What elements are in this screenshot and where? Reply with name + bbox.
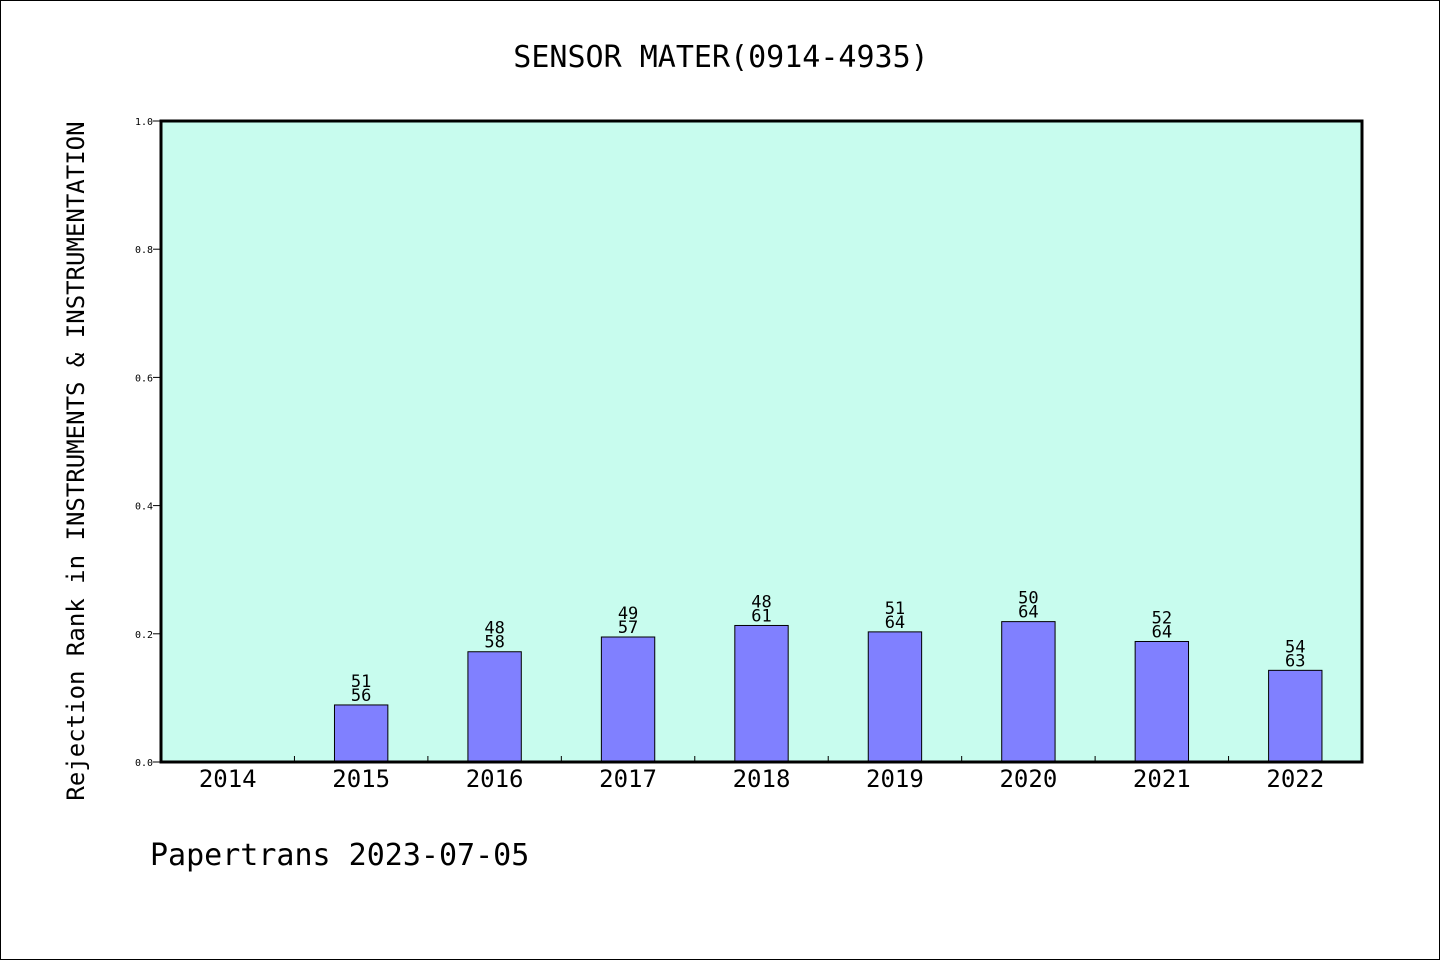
- y-tick-label: 0.2: [135, 630, 153, 641]
- bar-label-top: 52: [1152, 608, 1172, 628]
- bars: [333, 621, 1323, 763]
- y-axis-label: Rejection Rank in INSTRUMENTS & INSTRUME…: [62, 121, 90, 800]
- x-tick-label: 2021: [1133, 765, 1191, 793]
- x-tick-label: 2016: [466, 765, 524, 793]
- bar-2021: [1134, 640, 1190, 763]
- x-tick-label: 2015: [332, 765, 390, 793]
- bar-label-top: 54: [1285, 637, 1305, 657]
- bar-label-top: 50: [1018, 589, 1038, 609]
- bar-label-bottom: 63: [1285, 651, 1305, 671]
- x-tick-label: 2019: [866, 765, 924, 793]
- x-tick-label: 2022: [1266, 765, 1324, 793]
- x-tick-label: 2017: [599, 765, 657, 793]
- y-tick-label: 0.8: [135, 245, 153, 256]
- x-tick-label: 2014: [199, 765, 257, 793]
- plot-border: [159, 119, 1364, 764]
- x-tick-label: 2018: [733, 765, 791, 793]
- bar-label-top: 48: [751, 592, 771, 612]
- y-tick-label: 0.4: [135, 502, 153, 513]
- y-tick-label: 0.6: [135, 373, 153, 384]
- x-axis-ticks: 2014 2015 2016 2017 2018 2019 2020 2021 2022: [199, 756, 1324, 793]
- bar-2016: [467, 651, 522, 763]
- bar-label-bottom: 64: [1152, 622, 1172, 642]
- bar-label-bottom: 64: [1018, 603, 1038, 623]
- bar-2015: [333, 704, 389, 763]
- y-tick-label: 1.0: [135, 117, 153, 128]
- bar-label-bottom: 56: [351, 686, 371, 706]
- bar-2022: [1268, 669, 1323, 763]
- bar-2019: [867, 631, 923, 763]
- bar-label-top: 49: [618, 604, 638, 624]
- chart-title: SENSOR MATER(0914-4935): [513, 40, 928, 75]
- bar-label-bottom: 58: [484, 633, 504, 653]
- bar-label-top: 48: [484, 619, 504, 639]
- y-tick-label: 0.0: [135, 758, 153, 769]
- bar-label-top: 51: [351, 672, 371, 692]
- bar-label-bottom: 64: [885, 613, 905, 633]
- y-axis-ticks: 0.0 0.2 0.4 0.6 0.8 1.0: [135, 117, 161, 769]
- footer-text: Papertrans 2023-07-05: [150, 838, 529, 873]
- bar-2018: [734, 624, 789, 763]
- bar-2020: [1001, 621, 1056, 763]
- x-tick-label: 2020: [999, 765, 1057, 793]
- bar-label-top: 51: [885, 599, 905, 619]
- bar-label-bottom: 57: [618, 618, 638, 638]
- bar-label-bottom: 61: [751, 606, 771, 626]
- bar-2017: [600, 636, 656, 763]
